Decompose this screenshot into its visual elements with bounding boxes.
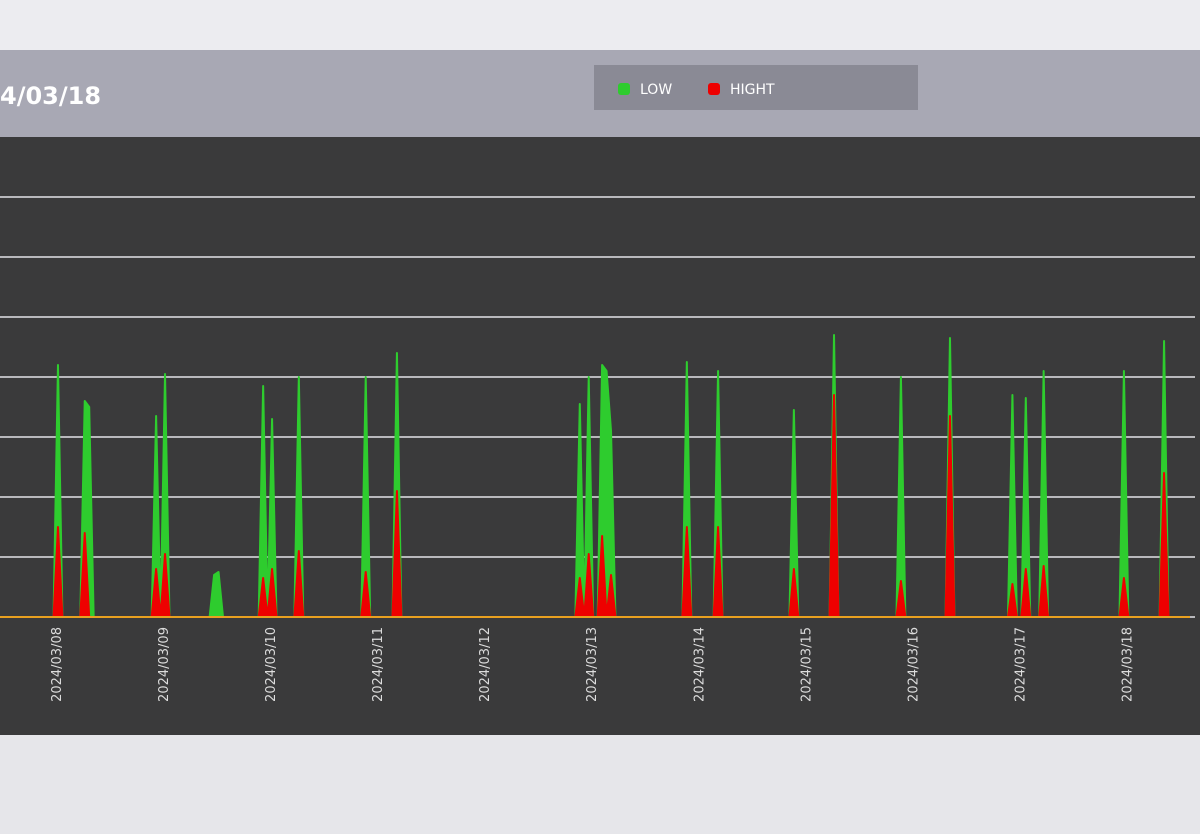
legend-label: HIGHT — [730, 82, 775, 98]
x-tick-label: 2024/03/08 — [50, 627, 65, 702]
top-bar — [0, 0, 1200, 50]
x-tick-label: 2024/03/13 — [585, 627, 600, 702]
legend-items: LOW HIGHT — [618, 82, 775, 98]
x-tick-label: 2024/03/17 — [1013, 627, 1028, 702]
x-tick-label: 2024/03/09 — [157, 627, 172, 702]
legend-swatch — [618, 83, 630, 95]
x-tick-label: 2024/03/11 — [371, 627, 386, 702]
chart-title: 4/03/18 — [0, 82, 101, 110]
plot: 2024/03/08 2024/03/09 2024/03/10 2024/03/11… — [0, 196, 1195, 702]
x-tick-label: 2024/03/12 — [478, 627, 493, 702]
x-tick-label: 2024/03/14 — [692, 627, 707, 702]
legend — [594, 65, 918, 110]
footer — [0, 735, 1200, 834]
x-tick-label: 2024/03/16 — [906, 627, 921, 702]
x-tick-label: 2024/03/10 — [264, 627, 279, 702]
x-tick-label: 2024/03/18 — [1120, 627, 1135, 702]
x-tick-label: 2024/03/15 — [799, 627, 814, 702]
legend-label: LOW — [640, 82, 672, 98]
legend-swatch — [708, 83, 720, 95]
